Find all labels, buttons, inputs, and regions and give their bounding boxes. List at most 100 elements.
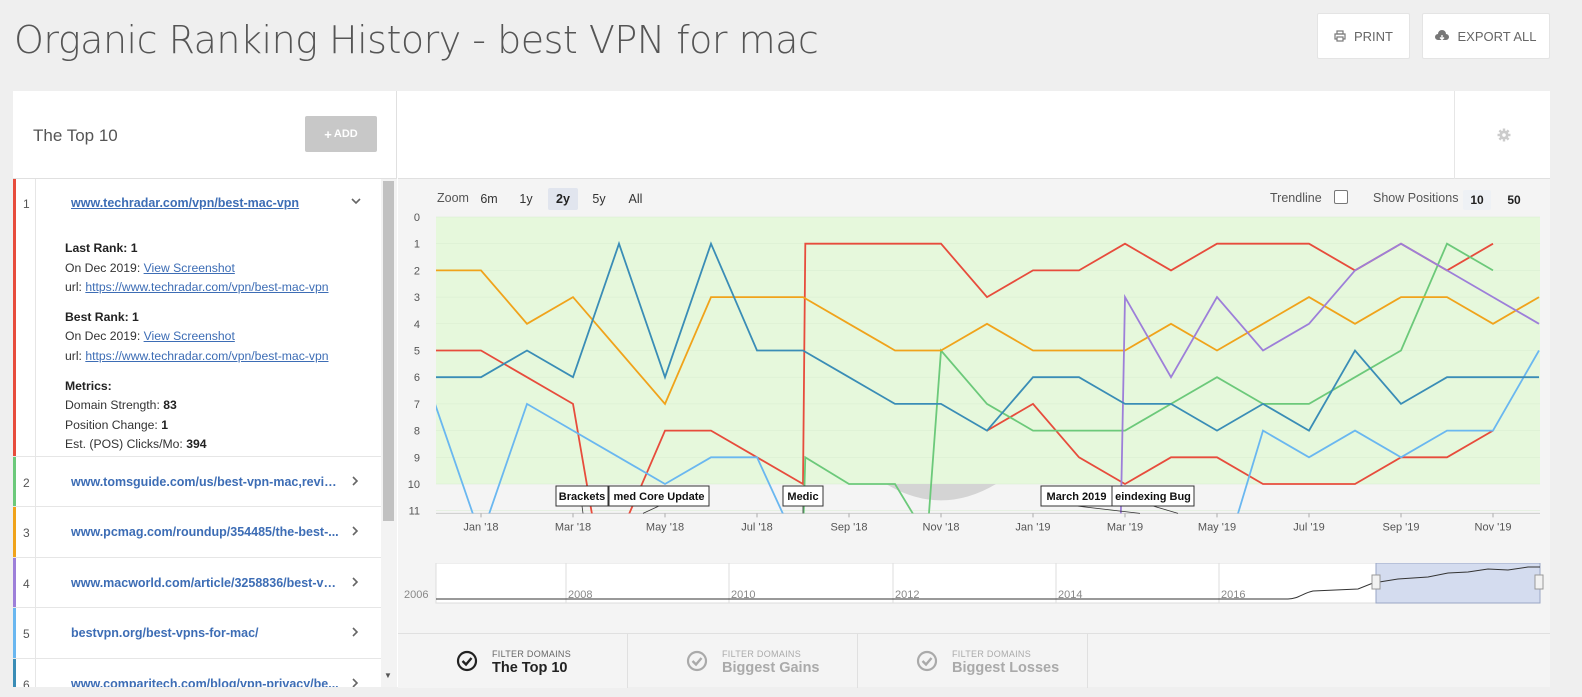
navigator-year-label: 2012 (895, 589, 919, 601)
list-item[interactable]: 4 www.macworld.com/article/3258836/best-… (13, 558, 381, 608)
list-item[interactable]: 5 bestvpn.org/best-vpns-for-mac/ (13, 608, 381, 659)
zoom-2y-button[interactable]: 2y (548, 188, 578, 210)
domain-list: 1 www.techradar.com/vpn/best-mac-vpn Las… (13, 179, 397, 687)
domain-strength-label: Domain Strength: (65, 398, 164, 413)
chevron-right-icon[interactable] (350, 676, 360, 687)
zoom-1y-button[interactable]: 1y (511, 188, 541, 210)
chevron-right-icon[interactable] (350, 575, 360, 591)
y-tick-label: 9 (414, 452, 420, 464)
series-line[interactable] (986, 402, 1494, 486)
y-tick-label: 0 (414, 212, 420, 224)
printer-icon (1334, 30, 1346, 42)
series-line[interactable] (435, 242, 1494, 538)
view-screenshot-link[interactable]: View Screenshot (143, 329, 235, 344)
annotation-pointer (1152, 505, 1179, 514)
domain-link[interactable]: www.tomsguide.com/us/best-vpn-mac,revie.… (71, 475, 341, 489)
series-line[interactable] (802, 242, 1494, 538)
filter-title: The Top 10 (492, 660, 568, 676)
domain-link[interactable]: www.pcmag.com/roundup/354485/the-best-..… (71, 525, 339, 539)
rank-color-bar (13, 457, 16, 506)
navigator-year-label: 2008 (568, 589, 592, 601)
trendline-checkbox[interactable] (1334, 190, 1348, 204)
series-line[interactable] (435, 240, 1539, 432)
filter-small-label: FILTER DOMAINS (492, 649, 572, 659)
annotation-label: Brackets (559, 491, 605, 503)
filter-bar: FILTER DOMAINS The Top 10 FILTER DOMAINS… (398, 633, 1550, 688)
annotation-label: March 2019 (1047, 491, 1107, 503)
domain-link[interactable]: bestvpn.org/best-vpns-for-mac/ (71, 626, 259, 640)
ranking-chart[interactable]: 0 1 2 3 4 5 6 7 8 9 10 11 Jan '18 Mar '18 May '18 Jul '… (398, 205, 1550, 550)
rank-color-bar (13, 558, 16, 607)
navigator-handle[interactable] (1371, 574, 1381, 590)
zoom-6m-button[interactable]: 6m (474, 188, 504, 210)
url-link[interactable]: https://www.techradar.com/vpn/best-mac-v… (85, 348, 329, 363)
annotation-flag[interactable] (555, 485, 609, 507)
chevron-right-icon[interactable] (350, 625, 360, 641)
navigator-series (436, 566, 1540, 600)
rank-color-bar (13, 608, 16, 658)
cloud-download-icon (1435, 30, 1450, 41)
list-item[interactable]: 6 www.comparitech.com/blog/vpn-privacy/b… (13, 659, 381, 687)
row-inner (35, 659, 381, 687)
series-line[interactable] (435, 402, 794, 538)
series-line[interactable] (1119, 242, 1540, 538)
rank-number: 2 (23, 476, 30, 490)
clicks-value: 394 (186, 437, 207, 452)
series-line[interactable] (1231, 350, 1540, 538)
y-tick-label: 11 (409, 506, 420, 518)
export-all-button[interactable]: EXPORT ALL (1422, 13, 1550, 59)
row-inner (35, 507, 381, 557)
navigator-handle[interactable] (1534, 574, 1544, 590)
annotation-flag[interactable] (1111, 485, 1195, 507)
zoom-label: Zoom (437, 191, 469, 205)
domain-strength-value: 83 (163, 398, 177, 413)
scroll-down-icon[interactable]: ▼ (384, 671, 392, 680)
zoom-all-button[interactable]: All (620, 188, 651, 210)
last-rank-date: On Dec 2019: (65, 260, 144, 275)
list-item[interactable]: 1 www.techradar.com/vpn/best-mac-vpn Las… (13, 179, 381, 457)
y-tick-label: 10 (408, 479, 420, 491)
series-line[interactable] (435, 269, 1540, 406)
scrollbar-thumb[interactable] (383, 181, 394, 521)
annotation-flag[interactable] (608, 485, 710, 507)
settings-cell (1454, 91, 1550, 179)
y-tick-label: 5 (414, 346, 420, 358)
sidebar-header: The Top 10 + ADD (13, 91, 397, 179)
check-circle-icon (456, 650, 478, 672)
y-tick-label: 4 (414, 319, 420, 331)
chevron-down-icon[interactable] (350, 194, 362, 210)
navigator-year-label: 2016 (1221, 589, 1245, 601)
positions-10-button[interactable]: 10 (1463, 190, 1491, 210)
list-item[interactable]: 3 www.pcmag.com/roundup/354485/the-best-… (13, 507, 381, 558)
url-label: url: (65, 280, 86, 295)
url-link[interactable]: https://www.techradar.com/vpn/best-mac-v… (85, 280, 329, 295)
positions-50-button[interactable]: 50 (1500, 190, 1528, 210)
list-item[interactable]: 2 www.tomsguide.com/us/best-vpn-mac,revi… (13, 457, 381, 507)
row-inner (35, 558, 381, 607)
view-screenshot-link[interactable]: View Screenshot (143, 260, 235, 275)
filter-gains-tab[interactable]: FILTER DOMAINS Biggest Gains (628, 634, 858, 688)
chevron-right-icon[interactable] (350, 474, 360, 490)
domain-link[interactable]: www.macworld.com/article/3258836/best-vp… (71, 576, 341, 590)
zoom-5y-button[interactable]: 5y (584, 188, 614, 210)
add-label: ADD (333, 128, 358, 140)
position-change-value: 1 (161, 417, 168, 432)
navigator-year-label: 2010 (731, 589, 755, 601)
filter-losses-tab[interactable]: FILTER DOMAINS Biggest Losses (858, 634, 1088, 688)
rank-number: 4 (23, 577, 30, 591)
print-button[interactable]: PRINT (1317, 13, 1410, 59)
x-tick-label: Jul '18 (741, 521, 772, 533)
sidebar-title: The Top 10 (33, 126, 118, 145)
page-title: Organic Ranking History - best VPN for m… (14, 18, 819, 62)
filter-top10-tab[interactable]: FILTER DOMAINS The Top 10 (398, 634, 628, 688)
navigator-bg (435, 563, 1541, 604)
add-button[interactable]: + ADD (305, 116, 377, 152)
chevron-right-icon[interactable] (350, 524, 360, 540)
row-inner (35, 608, 381, 658)
domain-link[interactable]: www.comparitech.com/blog/vpn-privacy/be.… (71, 677, 339, 687)
y-tick-label: 3 (414, 292, 420, 304)
annotation-flag[interactable] (782, 485, 824, 507)
domain-link[interactable]: www.techradar.com/vpn/best-mac-vpn (71, 196, 300, 210)
range-navigator[interactable]: 2006200820102012201420162018 (398, 563, 1550, 605)
gear-icon[interactable] (1497, 128, 1511, 142)
